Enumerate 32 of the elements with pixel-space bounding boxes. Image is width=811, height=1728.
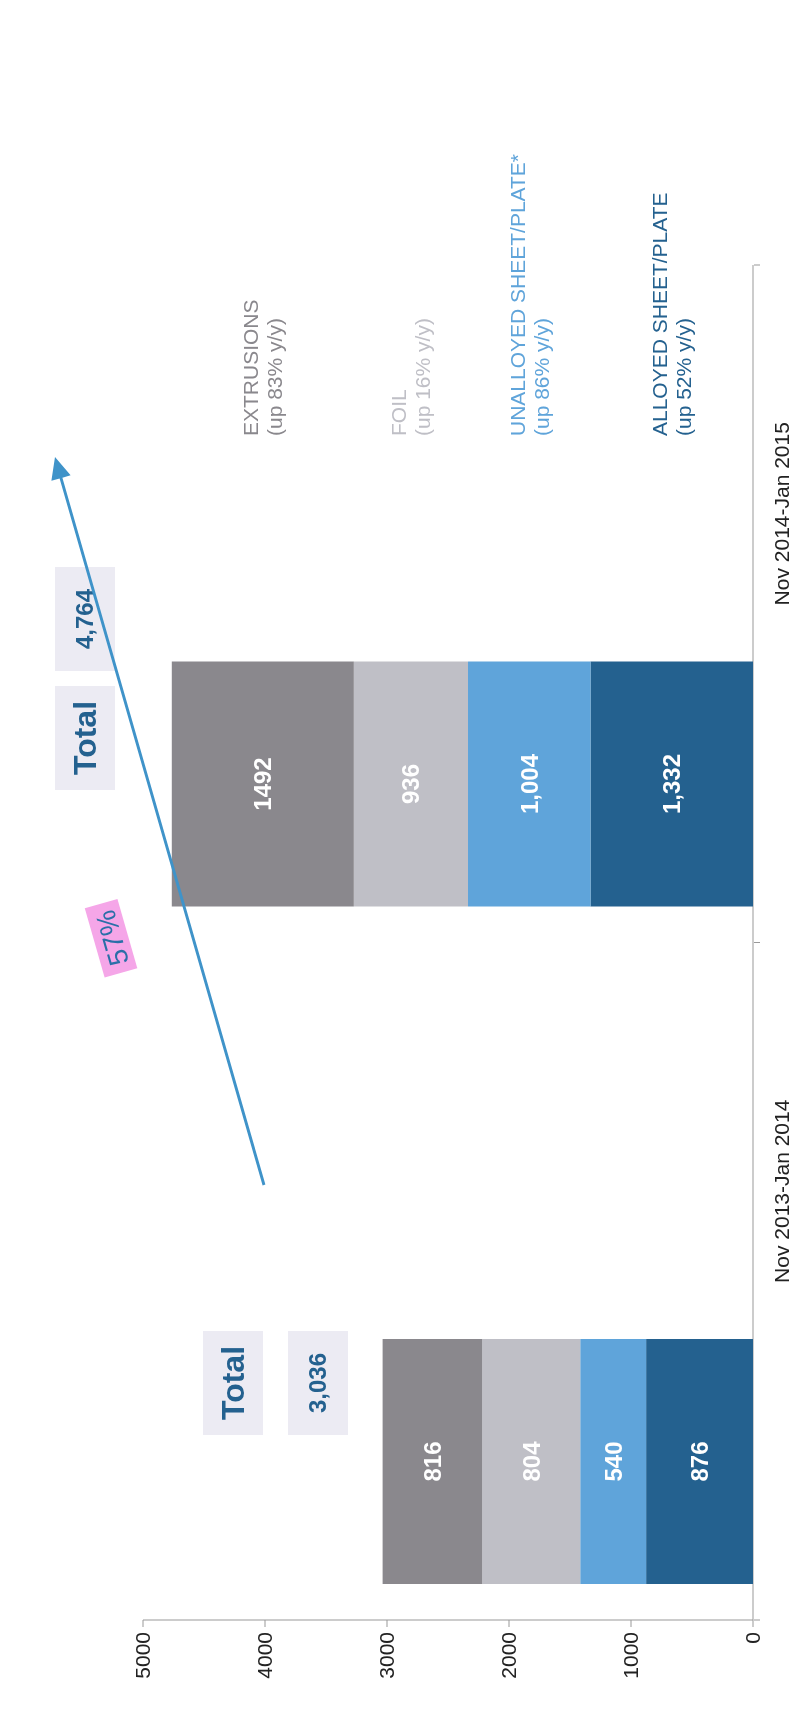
bar [468,661,591,907]
data-label: 1,332 [658,753,686,815]
bar [580,1339,647,1584]
bar [353,661,469,907]
x-tick-label: 3000 [375,1632,399,1679]
x-tick-label: 0 [741,1632,765,1644]
data-label: 876 [685,1441,713,1482]
x-tick-label: 4000 [253,1632,277,1679]
data-label: 1,004 [515,753,543,815]
text: Total [67,700,104,776]
total-label: 4,764 [71,588,99,650]
x-tick-label: 5000 [131,1632,155,1679]
data-label: 540 [599,1441,627,1482]
text: FOIL (up 16% y/y) [387,318,435,436]
x-tick-label: 2000 [497,1632,521,1679]
y-tick-label: Nov 2014-Jan 2015 [770,422,793,606]
text: 57% [89,906,135,970]
annotation: Total [215,1345,252,1421]
bar [382,1339,483,1584]
text: UNALLOYED SHEET/PLATE* (up 86% y/y) [505,153,553,436]
data-label: 816 [418,1441,446,1482]
text: ALLOYED SHEET/PLATE (up 52% y/y) [648,192,696,436]
text: EXTRUSIONS (up 83% y/y) [239,299,287,436]
bar [646,1339,753,1584]
total-label: 3,036 [304,1352,332,1414]
y-tick-label: Nov 2013-Jan 2014 [770,1099,793,1283]
bar [590,661,753,907]
x-tick-label: 1000 [619,1632,643,1679]
data-label: 1492 [249,757,277,811]
data-label: 936 [397,763,425,805]
data-label: 804 [517,1440,545,1482]
bar [482,1339,581,1584]
